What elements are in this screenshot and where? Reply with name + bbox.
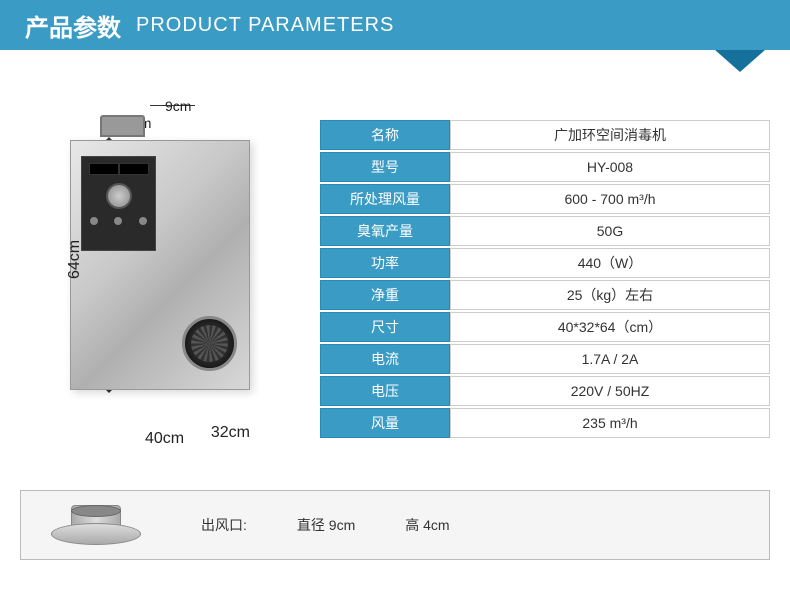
spec-row: 净重 25（kg）左右 bbox=[320, 280, 770, 310]
spec-label: 功率 bbox=[320, 248, 450, 278]
fan-grille bbox=[182, 316, 237, 371]
device-illustration: 9cm 4cm 64cm 40cm 32cm bbox=[70, 140, 270, 420]
outlet-spec-text: 出风口: 直径 9cm 高 4cm bbox=[201, 515, 450, 535]
spec-value: 600 - 700 m³/h bbox=[450, 184, 770, 214]
product-image-block: 9cm 4cm 64cm 40cm 32cm bbox=[20, 120, 300, 440]
spec-row: 名称 广加环空间消毒机 bbox=[320, 120, 770, 150]
spec-label: 电流 bbox=[320, 344, 450, 374]
dim-height: 64cm bbox=[66, 240, 84, 279]
outlet-height: 高 4cm bbox=[405, 515, 449, 535]
header-title-cn: 产品参数 bbox=[25, 8, 121, 43]
spec-row: 电压 220V / 50HZ bbox=[320, 376, 770, 406]
spec-label: 所处理风量 bbox=[320, 184, 450, 214]
control-panel bbox=[81, 156, 156, 251]
spec-row: 尺寸 40*32*64（cm） bbox=[320, 312, 770, 342]
outlet-info-box: 出风口: 直径 9cm 高 4cm bbox=[20, 490, 770, 560]
spec-value: 广加环空间消毒机 bbox=[450, 120, 770, 150]
spec-row: 型号 HY-008 bbox=[320, 152, 770, 182]
flange-ring bbox=[51, 523, 141, 545]
spec-value: 25（kg）左右 bbox=[450, 280, 770, 310]
spec-row: 臭氧产量 50G bbox=[320, 216, 770, 246]
spec-value: HY-008 bbox=[450, 152, 770, 182]
spec-label: 臭氧产量 bbox=[320, 216, 450, 246]
dim-depth: 32cm bbox=[211, 424, 250, 442]
spec-label: 型号 bbox=[320, 152, 450, 182]
spec-row: 功率 440（W） bbox=[320, 248, 770, 278]
spec-value: 220V / 50HZ bbox=[450, 376, 770, 406]
spec-label: 名称 bbox=[320, 120, 450, 150]
spec-table: 名称 广加环空间消毒机 型号 HY-008 所处理风量 600 - 700 m³… bbox=[320, 120, 770, 440]
spec-value: 1.7A / 2A bbox=[450, 344, 770, 374]
header-title-en: PRODUCT PARAMETERS bbox=[136, 14, 394, 37]
device-body bbox=[70, 140, 250, 390]
outlet-diameter: 直径 9cm bbox=[297, 515, 355, 535]
spec-label: 尺寸 bbox=[320, 312, 450, 342]
spec-row: 风量 235 m³/h bbox=[320, 408, 770, 438]
panel-buttons bbox=[82, 217, 155, 225]
tab-marker bbox=[715, 50, 765, 72]
spec-label: 电压 bbox=[320, 376, 450, 406]
dim-width: 40cm bbox=[145, 430, 184, 448]
spec-label: 净重 bbox=[320, 280, 450, 310]
spec-value: 50G bbox=[450, 216, 770, 246]
header-bar: 产品参数 PRODUCT PARAMETERS bbox=[0, 0, 790, 50]
panel-display bbox=[89, 163, 149, 175]
dim-outlet-diameter: 9cm bbox=[165, 98, 191, 114]
spec-label: 风量 bbox=[320, 408, 450, 438]
panel-dial bbox=[106, 183, 132, 209]
spec-value: 440（W） bbox=[450, 248, 770, 278]
content-area: 9cm 4cm 64cm 40cm 32cm 名称 广加环空间消毒机 型号 bbox=[0, 50, 790, 460]
flange-illustration bbox=[51, 505, 141, 545]
spec-value: 235 m³/h bbox=[450, 408, 770, 438]
outlet-label: 出风口: bbox=[201, 515, 247, 535]
spec-row: 电流 1.7A / 2A bbox=[320, 344, 770, 374]
spec-value: 40*32*64（cm） bbox=[450, 312, 770, 342]
spec-row: 所处理风量 600 - 700 m³/h bbox=[320, 184, 770, 214]
